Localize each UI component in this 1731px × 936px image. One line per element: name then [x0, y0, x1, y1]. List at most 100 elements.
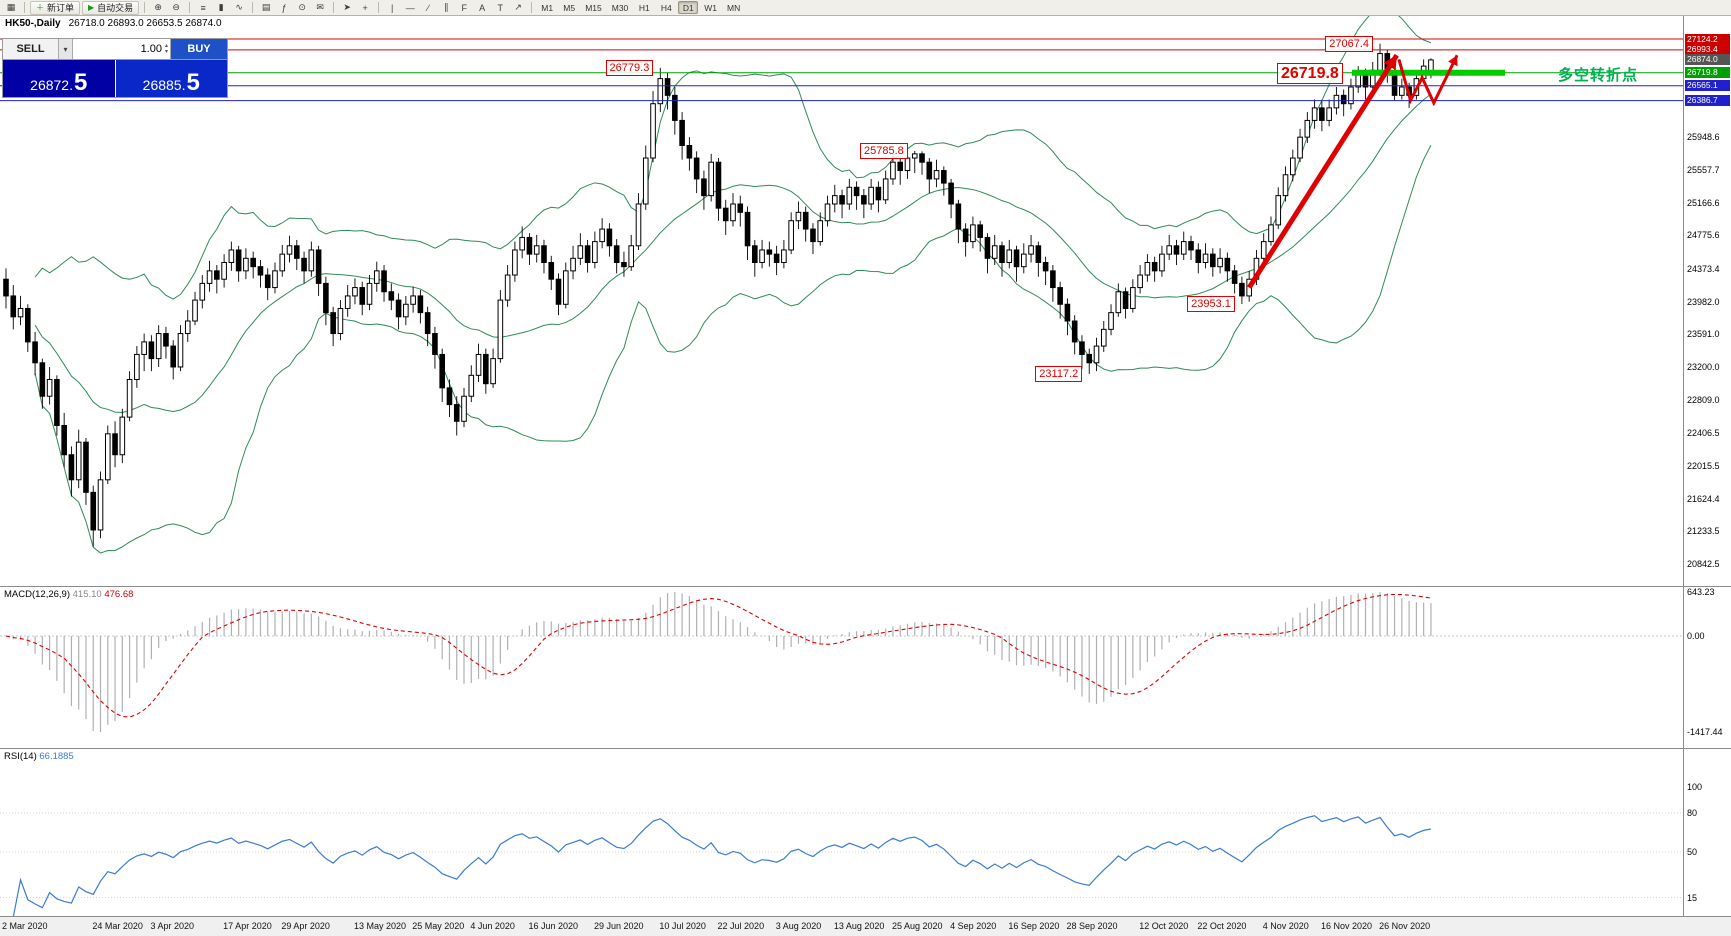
autotrading-icon: ▶ [88, 3, 95, 12]
timeframe-m5[interactable]: M5 [563, 2, 576, 13]
price-annotation-label: 26779.3 [605, 59, 654, 76]
volume-spinner[interactable]: ▴ ▾ [165, 43, 168, 55]
new-order-button[interactable]: ＋新订单 [30, 0, 81, 15]
spinner-down-icon[interactable]: ▾ [164, 49, 168, 55]
rsi-axis[interactable]: 100 80 50 15 [1683, 749, 1731, 916]
zoom-in-icon[interactable]: ⊕ [154, 2, 162, 12]
timeframe-d1[interactable]: D1 [678, 1, 699, 14]
text-icon[interactable]: A [479, 2, 486, 13]
time-axis-label: 4 Sep 2020 [950, 921, 997, 931]
turning-point-note: 多空转折点 [1558, 66, 1639, 84]
rsi-name: RSI(14) [4, 751, 37, 762]
tile-windows-icon[interactable]: ▤ [261, 2, 271, 12]
price-tick: 23591.0 [1687, 329, 1720, 340]
price-annotation-label: 23953.1 [1187, 296, 1235, 313]
chart-header: HK50-,Daily 26718.0 26893.0 26653.5 26874… [5, 18, 222, 29]
time-axis-label: 10 Jul 2020 [659, 921, 706, 931]
price-axis-tag: 26993.4 [1685, 44, 1730, 56]
price-tick: 22015.5 [1687, 460, 1720, 471]
timeframe-m30[interactable]: M30 [611, 2, 629, 13]
time-axis-label: 3 Aug 2020 [775, 921, 822, 931]
channel-icon[interactable]: ∥ [443, 2, 449, 12]
rsi-plot[interactable] [0, 749, 1731, 917]
cursor-icon[interactable]: ➤ [343, 2, 351, 12]
buy-button[interactable]: BUY [171, 39, 227, 59]
one-click-trading-panel: SELL ▾ 1.00 ▴ ▾ BUY 26872. 5 26885. 5 [2, 38, 228, 98]
sell-button[interactable]: SELL [3, 39, 59, 59]
price-main-digits: 26872. [30, 77, 73, 93]
add-indicator-icon[interactable]: ƒ [281, 2, 287, 13]
macd-main-value: 415.10 [72, 589, 102, 600]
fibonacci-icon[interactable]: F [461, 2, 467, 13]
candlestick-chart-icon[interactable]: ▮ [218, 2, 224, 12]
time-axis-label: 12 Oct 2020 [1139, 921, 1189, 931]
timeframe-m1[interactable]: M1 [541, 2, 554, 13]
macd-axis-value: 0.00 [1687, 631, 1705, 641]
price-tick: 25948.6 [1687, 132, 1720, 143]
time-axis-label: 4 Nov 2020 [1262, 921, 1309, 931]
timeframe-h4[interactable]: H4 [660, 2, 672, 13]
timeframe-h1[interactable]: H1 [638, 2, 650, 13]
new-order-icon: ＋ [36, 3, 44, 12]
autotrading-button[interactable]: ▶ 自动交易 [82, 0, 140, 15]
price-tick: 25166.6 [1687, 197, 1720, 208]
main-chart-plot[interactable] [0, 16, 1731, 586]
price-tick: 25557.7 [1687, 164, 1720, 175]
time-axis-label: 29 Apr 2020 [281, 921, 330, 931]
label-icon[interactable]: T [497, 2, 503, 13]
timeframe-m15[interactable]: M15 [585, 2, 602, 13]
main-chart-panel: HK50-,Daily 26718.0 26893.0 26653.5 26874… [0, 16, 1731, 586]
time-axis-label: 22 Jul 2020 [717, 921, 765, 931]
templates-icon[interactable]: ✉ [316, 2, 324, 12]
sell-price-display[interactable]: 26872. 5 [3, 60, 115, 97]
price-axis-tag: 26565.1 [1685, 80, 1730, 92]
horizontal-line-icon[interactable]: ― [405, 2, 415, 13]
volume-value: 1.00 [140, 43, 162, 55]
rsi-axis-value: 50 [1687, 847, 1698, 857]
price-big-digit: 5 [73, 69, 88, 96]
crosshair-icon[interactable]: + [362, 2, 368, 13]
period-icon[interactable]: ⊙ [298, 2, 306, 12]
toolbar-separator [144, 2, 146, 13]
price-main-digits: 26885. [142, 77, 186, 93]
sell-dropdown-arrow[interactable]: ▾ [59, 39, 73, 59]
time-axis-label: 16 Sep 2020 [1008, 921, 1060, 931]
price-annotation-label: 25785.8 [859, 142, 908, 159]
time-axis-label: 28 Sep 2020 [1066, 921, 1118, 931]
zoom-out-icon[interactable]: ⊖ [172, 2, 180, 12]
time-axis-label: 2 Mar 2020 [2, 921, 48, 931]
macd-signal-value: 476.68 [104, 589, 134, 600]
macd-panel: MACD(12,26,9) 415.10 476.68 643.23 0.00 -1… [0, 586, 1731, 748]
volume-input[interactable]: 1.00 ▴ ▾ [73, 39, 171, 59]
buy-price-display[interactable]: 26885. 5 [114, 60, 227, 97]
time-axis[interactable]: 2 Mar 2020 24 Mar 2020 3 Apr 2020 17 Apr 20… [0, 916, 1731, 936]
time-axis-label: 25 Aug 2020 [892, 921, 943, 931]
price-annotation-label: 23117.2 [1035, 365, 1083, 382]
bar-chart-icon[interactable]: ≡ [200, 2, 206, 13]
macd-label: MACD(12,26,9) 415.10 476.68 [4, 589, 133, 600]
toolbar-separator [189, 2, 191, 13]
price-axis-tag: 26874.0 [1685, 54, 1730, 66]
price-annotation-label: 27067.4 [1325, 35, 1374, 52]
new-chart-icon[interactable]: ▦ [6, 2, 16, 12]
price-tick: 23200.0 [1687, 361, 1720, 372]
timeframe-w1[interactable]: W1 [704, 2, 718, 13]
toolbar-separator [252, 2, 254, 13]
macd-axis[interactable]: 643.23 0.00 -1417.44 [1683, 587, 1731, 748]
price-axis[interactable]: 25948.6 25557.7 25166.6 24775.6 24373.4 23982… [1683, 16, 1731, 586]
time-axis-label: 26 Nov 2020 [1379, 921, 1431, 931]
trendline-icon[interactable]: ∕ [427, 2, 429, 13]
spinner-up-icon[interactable]: ▴ [164, 43, 168, 49]
price-axis-tag: 27124.2 [1685, 33, 1730, 45]
timeframe-mn[interactable]: MN [727, 2, 741, 13]
vertical-line-icon[interactable]: | [391, 2, 394, 13]
arrows-icon[interactable]: ↗ [514, 2, 522, 12]
line-chart-icon[interactable]: ∿ [235, 2, 243, 12]
macd-plot[interactable] [0, 587, 1731, 749]
price-tick: 22406.5 [1687, 428, 1720, 439]
rsi-axis-value: 100 [1687, 782, 1703, 792]
symbol-title: HK50-,Daily [5, 18, 61, 29]
time-axis-label: 25 May 2020 [412, 921, 465, 931]
price-axis-tag: 26386.7 [1685, 95, 1730, 107]
time-axis-label: 4 Jun 2020 [470, 921, 515, 931]
